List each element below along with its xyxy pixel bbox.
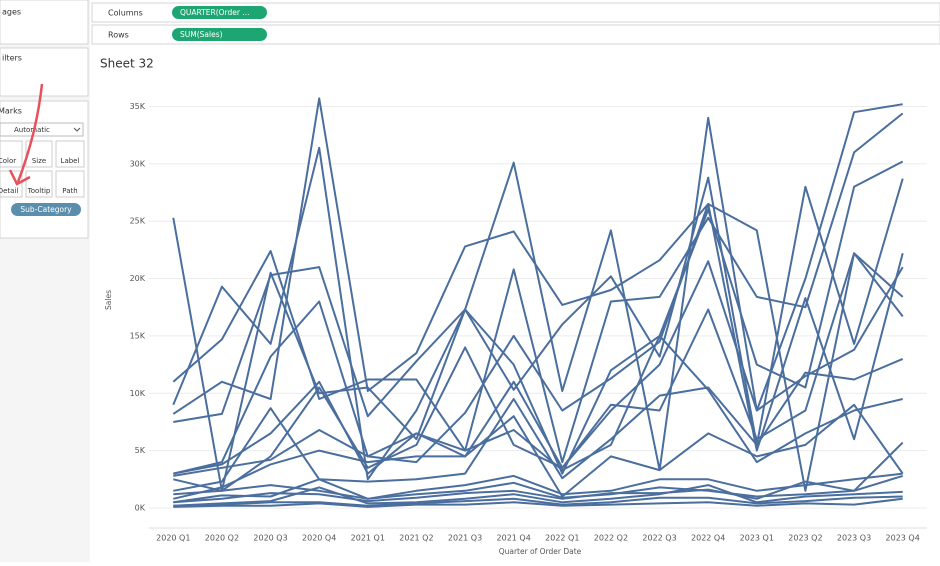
x-tick-label: 2023 Q3 xyxy=(837,534,871,543)
rows-pill-text[interactable]: SUM(Sales) xyxy=(180,30,223,39)
y-tick-label: 5K xyxy=(135,446,146,455)
button-label: Color xyxy=(0,157,16,165)
detail-pill-text[interactable]: Sub-Category xyxy=(20,205,72,214)
y-tick-label: 30K xyxy=(130,159,146,168)
annotation-arrowhead xyxy=(8,169,31,186)
button-label: Detail xyxy=(0,187,18,195)
x-tick-label: 2020 Q3 xyxy=(253,534,287,543)
y-tick-label: 0K xyxy=(135,504,146,513)
button-label: Size xyxy=(32,157,46,165)
annotation-arrow xyxy=(16,83,44,183)
x-tick-label: 2021 Q2 xyxy=(399,534,433,543)
chart-title: Sheet 32 xyxy=(100,57,154,71)
x-tick-label: 2023 Q1 xyxy=(740,534,774,543)
columns-shelf xyxy=(91,2,940,23)
columns-pill[interactable] xyxy=(172,6,267,19)
series-line xyxy=(172,112,904,464)
rows-shelf xyxy=(91,24,940,45)
rows-pill[interactable] xyxy=(172,28,267,41)
y-tick-label: 10K xyxy=(130,389,146,398)
columns-pill-text[interactable]: QUARTER(Order ... xyxy=(180,8,250,17)
y-tick-label: 35K xyxy=(130,102,146,111)
y-tick-label: 20K xyxy=(130,274,146,283)
columns-label: Columns xyxy=(108,9,143,18)
x-tick-label: 2020 Q4 xyxy=(302,534,336,543)
x-tick-label: 2022 Q3 xyxy=(642,534,676,543)
series-line xyxy=(172,97,904,492)
series-line xyxy=(173,252,904,475)
x-tick-label: 2021 Q4 xyxy=(497,534,531,543)
series-line xyxy=(173,472,903,500)
series-line xyxy=(173,497,903,508)
button-label: Tooltip xyxy=(27,187,51,195)
x-tick-label: 2023 Q4 xyxy=(886,534,920,543)
filters-card xyxy=(0,47,89,97)
label-button[interactable] xyxy=(55,140,85,168)
x-tick-label: 2020 Q2 xyxy=(205,534,239,543)
pages-card xyxy=(0,0,89,45)
x-tick-label: 2022 Q4 xyxy=(691,534,725,543)
dropdown-caret xyxy=(73,127,81,132)
button-label: Path xyxy=(62,187,77,195)
marks-label: Marks xyxy=(0,107,22,116)
path-button[interactable] xyxy=(55,170,85,198)
button-label: Label xyxy=(61,157,80,165)
y-tick-label: 25K xyxy=(130,217,146,226)
mark-type[interactable]: Automatic xyxy=(14,126,50,134)
series-line xyxy=(173,176,904,446)
series-line xyxy=(173,495,903,507)
x-tick-label: 2020 Q1 xyxy=(156,534,190,543)
mark-type-dropdown[interactable] xyxy=(0,122,84,137)
series-line xyxy=(173,484,903,507)
rows-label: Rows xyxy=(108,31,129,40)
x-tick-label: 2021 Q3 xyxy=(448,534,482,543)
x-tick-label: 2022 Q2 xyxy=(594,534,628,543)
series-line xyxy=(173,203,904,475)
x-axis-title: Quarter of Order Date xyxy=(499,547,582,556)
detail-pill[interactable] xyxy=(11,203,81,216)
y-tick-label: 15K xyxy=(130,331,146,340)
x-tick-label: 2022 Q1 xyxy=(545,534,579,543)
x-tick-label: 2021 Q1 xyxy=(351,534,385,543)
y-axis-title: Sales xyxy=(104,290,113,310)
marks-card xyxy=(0,100,89,239)
pages-label: ages xyxy=(2,8,21,17)
color-button[interactable] xyxy=(0,140,23,168)
series-line xyxy=(173,334,903,477)
series-line xyxy=(173,403,904,500)
x-tick-label: 2023 Q2 xyxy=(788,534,822,543)
tooltip-button[interactable] xyxy=(25,170,53,198)
filters-label: ilters xyxy=(2,54,22,63)
